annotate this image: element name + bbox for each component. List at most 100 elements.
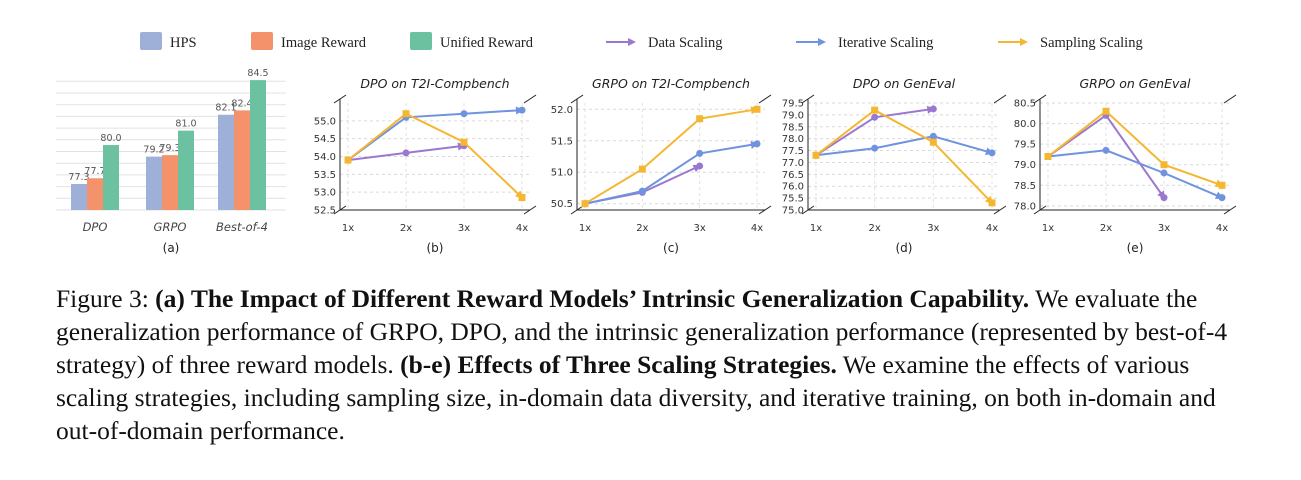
legend-swatch-1 bbox=[251, 32, 273, 50]
chart-e: 78.0 78.5 79.0 79.5 80.0 80.5 1x 2x 3x 4x GRPO on … bbox=[1014, 76, 1237, 255]
series-arrow-icon bbox=[1214, 191, 1224, 199]
legend-label-line-1: Iterative Scaling bbox=[838, 35, 933, 51]
legend-label-line-0: Data Scaling bbox=[648, 35, 723, 51]
x-tick-label: 2x bbox=[869, 223, 881, 234]
series-marker bbox=[929, 138, 937, 146]
chart-d: 75.075.576.076.577.077.578.078.579.079.5… bbox=[782, 76, 1007, 255]
axis-break-top-left bbox=[801, 94, 815, 104]
series-arrow-icon bbox=[985, 147, 994, 156]
legend-label-line-2: Sampling Scaling bbox=[1040, 35, 1143, 51]
chart-title: DPO on T2I-Compbench bbox=[360, 76, 509, 91]
series-marker bbox=[696, 115, 704, 123]
axis-break-top-left bbox=[570, 94, 584, 104]
series-marker bbox=[1160, 169, 1168, 177]
y-tick-label: 54.0 bbox=[314, 152, 336, 163]
chart-title: GRPO on T2I-Compbench bbox=[592, 76, 750, 91]
figure: HPS Image Reward Unified Reward Data Scalin… bbox=[56, 32, 1237, 255]
y-tick-label: 51.5 bbox=[551, 136, 573, 147]
y-tick-label: 79.0 bbox=[1014, 160, 1036, 171]
axis-break-bottom-left bbox=[801, 205, 815, 215]
series-marker bbox=[871, 113, 879, 121]
series-arrow-icon bbox=[692, 164, 702, 173]
series-marker bbox=[871, 106, 879, 114]
y-tick-label: 78.5 bbox=[782, 122, 804, 133]
axis-break-top-right bbox=[758, 94, 772, 104]
x-tick-label: 4x bbox=[986, 223, 998, 234]
series-marker bbox=[871, 144, 879, 152]
y-tick-label: 78.5 bbox=[1014, 181, 1036, 192]
chart-b: 52.5 53.0 53.5 54.0 54.5 55.0 1x 2x 3x 4x DPO on T… bbox=[314, 76, 537, 255]
series-marker bbox=[460, 138, 468, 146]
legend-swatch-2 bbox=[410, 32, 432, 50]
series-line-2 bbox=[584, 108, 758, 205]
legend-label-bar-1: Image Reward bbox=[281, 35, 367, 51]
axis-break-bottom-right bbox=[993, 205, 1007, 215]
series-line-2 bbox=[347, 112, 523, 199]
bar-value-label: 82.1 bbox=[215, 103, 236, 114]
caption-bold-a: (a) The Impact of Different Reward Model… bbox=[155, 284, 1030, 313]
y-tick-label: 79.0 bbox=[782, 110, 804, 121]
y-tick-label: 77.5 bbox=[782, 146, 804, 157]
series-marker bbox=[581, 200, 589, 208]
bar-1-1 bbox=[162, 155, 178, 210]
series-marker bbox=[1102, 146, 1110, 154]
bar-1-0 bbox=[146, 156, 162, 210]
bar-value-label: 84.5 bbox=[247, 68, 268, 79]
x-tick-label: 2x bbox=[1100, 223, 1112, 234]
axis-break-bottom-left bbox=[333, 205, 347, 215]
bar-value-label: 77.7 bbox=[84, 166, 105, 177]
bar-value-label: 80.0 bbox=[100, 133, 121, 144]
panel-label: (e) bbox=[1127, 241, 1144, 255]
series-arrow-icon bbox=[457, 142, 466, 151]
y-tick-label: 78.0 bbox=[782, 134, 804, 145]
panel-label: (a) bbox=[163, 241, 180, 255]
series-arrow-icon bbox=[750, 140, 759, 149]
x-tick-label: 1x bbox=[1042, 223, 1054, 234]
legend-label-bar-2: Unified Reward bbox=[440, 35, 534, 51]
axis-break-top-right bbox=[993, 94, 1007, 104]
axis-break-bottom-right bbox=[1223, 205, 1237, 215]
y-tick-label: 79.5 bbox=[782, 99, 804, 110]
bar-value-label: 82.4 bbox=[231, 98, 252, 109]
y-tick-label: 77.0 bbox=[782, 158, 804, 169]
y-tick-label: 75.0 bbox=[782, 206, 804, 217]
legend-label-bar-0: HPS bbox=[170, 35, 197, 51]
caption-text-a: We evaluate the generalization performan… bbox=[56, 284, 1228, 379]
series-marker bbox=[638, 165, 646, 173]
series-marker bbox=[1102, 107, 1110, 115]
series-marker bbox=[929, 132, 937, 140]
x-tick-label: Best-of-4 bbox=[216, 220, 268, 234]
axis-break-bottom-left bbox=[1033, 205, 1047, 215]
axis-break-bottom-right bbox=[758, 205, 772, 215]
bar-value-label: 77.3 bbox=[68, 172, 89, 183]
y-tick-label: 52.0 bbox=[551, 105, 573, 116]
series-marker bbox=[638, 187, 646, 195]
y-tick-label: 52.5 bbox=[314, 206, 336, 217]
series-arrow-icon bbox=[1157, 190, 1166, 200]
bar-2-1 bbox=[234, 110, 250, 210]
caption-text-b: We examine the effects of various scalin… bbox=[56, 350, 1216, 445]
legend-swatch-0 bbox=[140, 32, 162, 50]
series-line-2 bbox=[1047, 109, 1223, 187]
series-marker bbox=[344, 156, 352, 164]
bar-value-label: 79.2 bbox=[143, 145, 164, 156]
series-marker bbox=[402, 110, 410, 118]
series-marker bbox=[812, 151, 820, 159]
series-marker bbox=[1160, 161, 1168, 169]
y-tick-label: 54.5 bbox=[314, 134, 336, 145]
caption-bold-b: (b-e) Effects of Three Scaling Strategie… bbox=[400, 350, 837, 379]
y-tick-label: 76.0 bbox=[782, 182, 804, 193]
legend-arrow-icon-1 bbox=[818, 38, 826, 46]
series-line-2 bbox=[815, 108, 993, 204]
series-line-1 bbox=[815, 135, 993, 157]
x-tick-label: 1x bbox=[579, 223, 591, 234]
bar-0-1 bbox=[87, 178, 103, 210]
axis-break-top-left bbox=[333, 94, 347, 104]
series-marker bbox=[1044, 153, 1052, 160]
chart-a: 77.377.7 80.0 DPO 79.279.3 81.0 GRPO 82.182.4 8… bbox=[56, 68, 286, 255]
y-tick-label: 50.5 bbox=[551, 199, 573, 210]
x-tick-label: GRPO bbox=[154, 220, 187, 234]
series-arrow-icon bbox=[515, 106, 524, 115]
series-marker bbox=[460, 110, 468, 118]
series-arrow-icon bbox=[926, 105, 936, 114]
